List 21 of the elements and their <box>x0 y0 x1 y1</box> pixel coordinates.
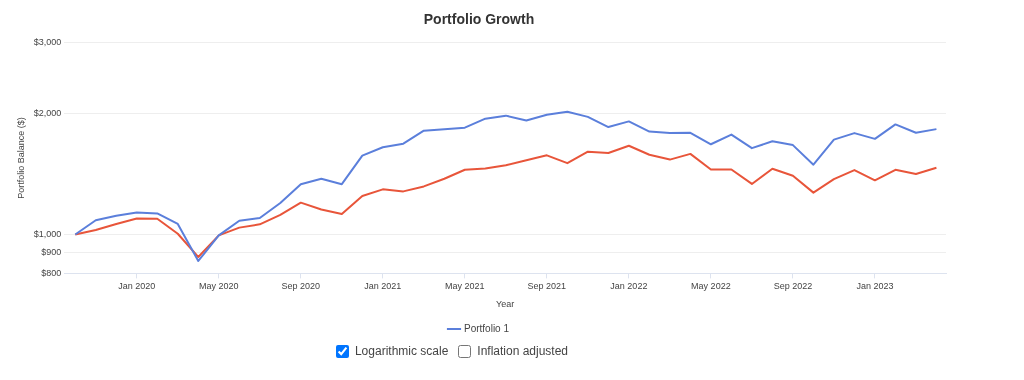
chart-title: Portfolio Growth <box>423 11 535 28</box>
x-tick-label: Jan 2021 <box>364 281 402 292</box>
x-tick-label: Sep 2021 <box>527 281 567 292</box>
x-tick-label: Sep 2020 <box>281 281 321 292</box>
x-tick-label: Jan 2023 <box>856 281 894 292</box>
x-tick-label: Sep 2022 <box>773 281 813 292</box>
y-tick-label: $1,000 <box>33 228 62 239</box>
x-tick-label: May 2021 <box>445 281 485 292</box>
x-tick-label: Jan 2022 <box>610 281 648 292</box>
x-tick-label: May 2022 <box>691 281 731 292</box>
y-axis-title: Portfolio Balance ($) <box>15 117 26 199</box>
text: Logarithmic scale <box>354 344 449 358</box>
x-tick-label: May 2020 <box>199 281 239 292</box>
x-axis-title: Year <box>496 299 515 310</box>
text: Inflation adjusted <box>477 344 569 358</box>
y-tick-label: $2,000 <box>33 108 62 119</box>
y-tick-label: $800 <box>41 267 62 278</box>
legend-label: Portfolio 1 <box>463 322 510 334</box>
x-tick-label: Jan 2020 <box>118 281 156 292</box>
y-tick-label: $900 <box>41 247 62 258</box>
y-tick-label: $3,000 <box>33 37 62 48</box>
